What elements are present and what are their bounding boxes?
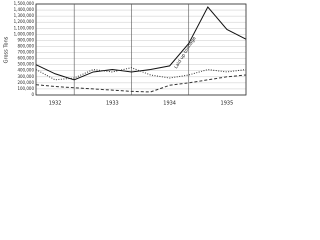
y-tick-label: 1,200,000 [14,19,35,24]
y-tick-label: 1,300,000 [14,13,35,18]
y-tick-label: 1,500,000 [14,1,35,6]
y-tick-label: 800,000 [17,43,34,48]
y-tick-label: 300,000 [17,74,34,79]
y-tick-label: 400,000 [17,68,34,73]
y-tick-label: 0 [31,92,34,97]
y-tick-label: 100,000 [17,86,34,91]
series-line [35,74,247,93]
y-tick-label: 1,400,000 [14,7,35,12]
y-tick-label: 900,000 [17,37,34,42]
y-tick-label: 200,000 [17,80,34,85]
x-tick-label: 1933 [106,101,119,107]
series-line [35,6,247,81]
y-tick-label: 500,000 [17,62,34,67]
x-tick-label: 1935 [221,101,234,107]
y-tick-label: 1,100,000 [14,25,35,30]
x-tick-label: 1932 [49,101,62,107]
y-tick-label: 600,000 [17,56,34,61]
y-tick-label: 1,000,000 [14,31,35,36]
x-tick-label: 1934 [163,101,176,107]
series-line [35,67,247,81]
chart: Gross Tons 0100,000200,000300,000400,000… [4,1,247,107]
y-tick-label: 700,000 [17,50,34,55]
y-axis-title: Gross Tons [4,36,10,63]
plot-frame [35,3,247,96]
